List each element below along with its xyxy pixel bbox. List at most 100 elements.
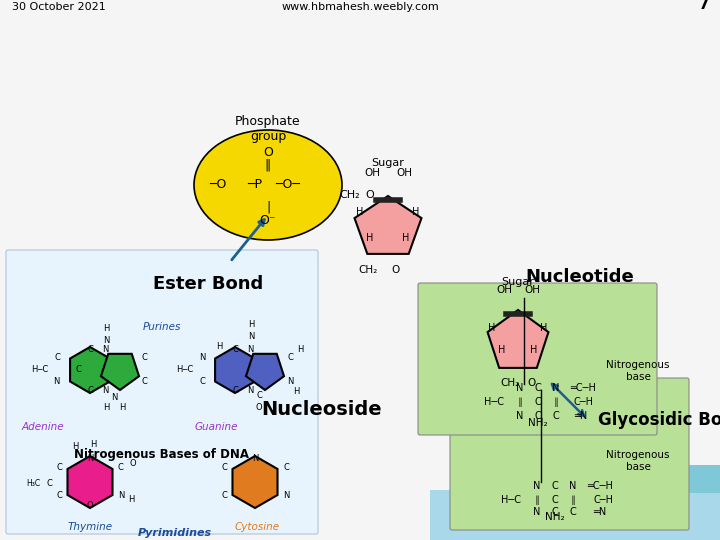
Text: C: C	[142, 354, 148, 362]
Text: C─H: C─H	[593, 495, 613, 505]
Text: H: H	[248, 320, 254, 329]
Text: N: N	[534, 507, 541, 517]
Text: C: C	[535, 411, 541, 421]
Text: O: O	[256, 403, 262, 412]
Text: N: N	[103, 336, 109, 345]
Text: N: N	[516, 411, 523, 421]
Text: N: N	[287, 377, 293, 387]
Text: N: N	[102, 345, 109, 354]
Text: N: N	[516, 383, 523, 393]
Text: H₃C: H₃C	[26, 480, 40, 489]
Ellipse shape	[194, 130, 342, 240]
Text: N: N	[247, 345, 253, 354]
Text: N: N	[252, 454, 258, 463]
Text: C: C	[552, 507, 559, 517]
Text: C: C	[232, 345, 238, 354]
Text: Nitrogenous
base: Nitrogenous base	[606, 450, 670, 471]
Text: Nucleoside: Nucleoside	[261, 400, 382, 419]
Text: Adenine: Adenine	[22, 422, 65, 432]
Text: H: H	[498, 345, 505, 355]
Text: C: C	[87, 386, 93, 395]
Text: H: H	[293, 388, 300, 396]
Text: C: C	[87, 345, 93, 354]
Text: www.hbmahesh.weebly.com: www.hbmahesh.weebly.com	[281, 2, 439, 12]
Text: H: H	[90, 440, 96, 449]
Text: H: H	[356, 207, 364, 217]
Text: C: C	[283, 463, 289, 472]
Text: |: |	[266, 200, 270, 213]
FancyBboxPatch shape	[430, 490, 720, 540]
Text: C: C	[552, 495, 559, 505]
Text: N: N	[111, 393, 117, 402]
Text: C: C	[142, 377, 148, 387]
Text: N: N	[552, 383, 559, 393]
Text: C: C	[46, 480, 52, 489]
Text: C: C	[54, 354, 60, 362]
Text: N: N	[534, 481, 541, 491]
Text: H: H	[488, 323, 495, 333]
Text: ═N: ═N	[574, 411, 588, 421]
Text: H: H	[103, 403, 109, 412]
Text: O: O	[263, 145, 273, 159]
Text: H: H	[72, 442, 78, 451]
Text: O: O	[392, 265, 400, 275]
Text: C: C	[570, 507, 577, 517]
Text: CH₂: CH₂	[359, 265, 377, 275]
Text: OH: OH	[364, 168, 380, 178]
Text: C: C	[56, 491, 62, 501]
Text: C: C	[535, 383, 541, 393]
Text: ─O: ─O	[210, 179, 227, 192]
FancyBboxPatch shape	[418, 283, 657, 435]
Text: Sugar: Sugar	[502, 277, 534, 287]
Text: CH₂: CH₂	[500, 378, 520, 388]
Text: OH: OH	[524, 285, 540, 295]
Text: H: H	[119, 403, 125, 412]
Text: OH: OH	[496, 285, 512, 295]
FancyBboxPatch shape	[6, 250, 318, 534]
Text: H─C: H─C	[501, 495, 521, 505]
Polygon shape	[215, 347, 255, 393]
Polygon shape	[354, 196, 421, 254]
Text: ═C─H: ═C─H	[570, 383, 596, 393]
Text: ─P: ─P	[248, 179, 263, 192]
FancyBboxPatch shape	[450, 378, 689, 530]
Text: Thymine: Thymine	[68, 522, 113, 532]
Text: ‖: ‖	[265, 159, 271, 172]
Text: H: H	[413, 207, 420, 217]
Text: C: C	[221, 491, 227, 501]
Text: H: H	[297, 346, 303, 354]
Text: N: N	[102, 386, 109, 395]
Text: Nucleotide: Nucleotide	[526, 268, 634, 286]
Text: C: C	[199, 377, 205, 387]
Text: H─C: H─C	[176, 366, 193, 375]
Text: Guanine: Guanine	[195, 422, 238, 432]
Text: O: O	[130, 460, 137, 469]
Text: ║: ║	[534, 495, 539, 505]
Text: N: N	[53, 377, 60, 387]
Text: ═N: ═N	[593, 507, 606, 517]
Polygon shape	[233, 456, 277, 508]
Text: Sugar: Sugar	[372, 158, 405, 168]
Text: C: C	[118, 463, 124, 472]
Text: Purines: Purines	[143, 322, 181, 332]
Text: C: C	[256, 391, 262, 400]
Text: CH₂: CH₂	[340, 190, 360, 200]
Text: 30 October 2021: 30 October 2021	[12, 2, 106, 12]
Text: H: H	[366, 233, 374, 243]
Text: H: H	[531, 345, 538, 355]
Polygon shape	[101, 354, 139, 390]
Text: Nitrogenous Bases of DNA: Nitrogenous Bases of DNA	[74, 448, 250, 461]
Text: ─O─: ─O─	[276, 179, 300, 192]
Text: Glycosidic Bond: Glycosidic Bond	[598, 411, 720, 429]
Polygon shape	[68, 456, 112, 508]
Text: C: C	[287, 354, 293, 362]
Text: Phosphate
group: Phosphate group	[235, 115, 301, 143]
Text: C: C	[535, 397, 541, 407]
Text: H: H	[540, 323, 548, 333]
Text: N: N	[248, 332, 254, 341]
Polygon shape	[487, 310, 549, 368]
Text: N: N	[87, 454, 93, 463]
Text: N: N	[118, 491, 125, 501]
Text: H: H	[402, 233, 410, 243]
Text: Pyrimidines: Pyrimidines	[138, 528, 212, 538]
